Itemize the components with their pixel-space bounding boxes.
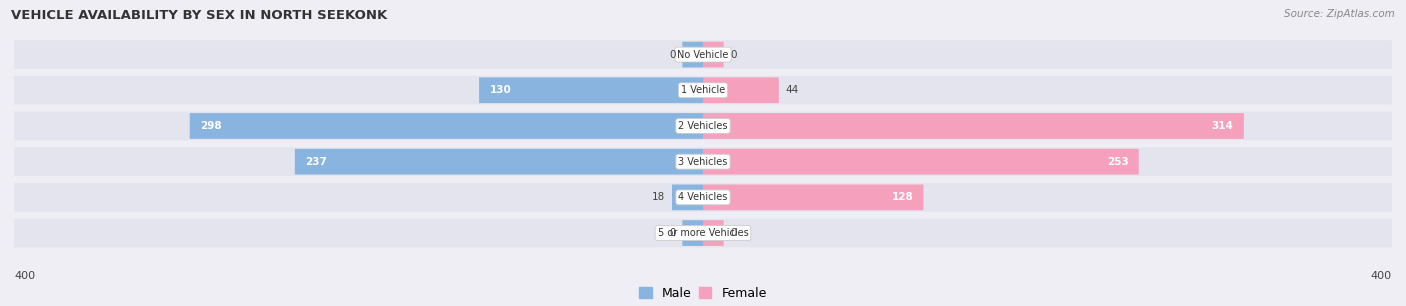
Text: 253: 253 [1107,157,1129,167]
FancyBboxPatch shape [703,42,724,67]
FancyBboxPatch shape [672,185,703,210]
FancyBboxPatch shape [703,149,1139,174]
Text: 3 Vehicles: 3 Vehicles [678,157,728,167]
Text: 4 Vehicles: 4 Vehicles [678,192,728,202]
Text: 130: 130 [489,85,512,95]
FancyBboxPatch shape [703,220,724,246]
Text: 0: 0 [731,228,737,238]
Text: 0: 0 [669,228,675,238]
Text: 5 or more Vehicles: 5 or more Vehicles [658,228,748,238]
Text: 314: 314 [1212,121,1233,131]
Text: 0: 0 [669,50,675,60]
Text: No Vehicle: No Vehicle [678,50,728,60]
FancyBboxPatch shape [14,112,1392,140]
FancyBboxPatch shape [14,40,1392,69]
FancyBboxPatch shape [14,147,1392,176]
Text: 298: 298 [200,121,222,131]
Text: 2 Vehicles: 2 Vehicles [678,121,728,131]
Text: 400: 400 [14,271,35,281]
Text: VEHICLE AVAILABILITY BY SEX IN NORTH SEEKONK: VEHICLE AVAILABILITY BY SEX IN NORTH SEE… [11,9,388,22]
Text: 400: 400 [1371,271,1392,281]
Text: 44: 44 [786,85,799,95]
FancyBboxPatch shape [682,220,703,246]
FancyBboxPatch shape [14,219,1392,247]
FancyBboxPatch shape [190,113,703,139]
FancyBboxPatch shape [295,149,703,174]
FancyBboxPatch shape [14,76,1392,105]
FancyBboxPatch shape [479,77,703,103]
Text: 0: 0 [731,50,737,60]
Text: 237: 237 [305,157,328,167]
Text: 18: 18 [652,192,665,202]
FancyBboxPatch shape [703,77,779,103]
FancyBboxPatch shape [682,42,703,67]
FancyBboxPatch shape [703,113,1244,139]
Text: 128: 128 [891,192,912,202]
Legend: Male, Female: Male, Female [634,282,772,305]
Text: Source: ZipAtlas.com: Source: ZipAtlas.com [1284,9,1395,19]
FancyBboxPatch shape [14,183,1392,212]
FancyBboxPatch shape [703,185,924,210]
Text: 1 Vehicle: 1 Vehicle [681,85,725,95]
